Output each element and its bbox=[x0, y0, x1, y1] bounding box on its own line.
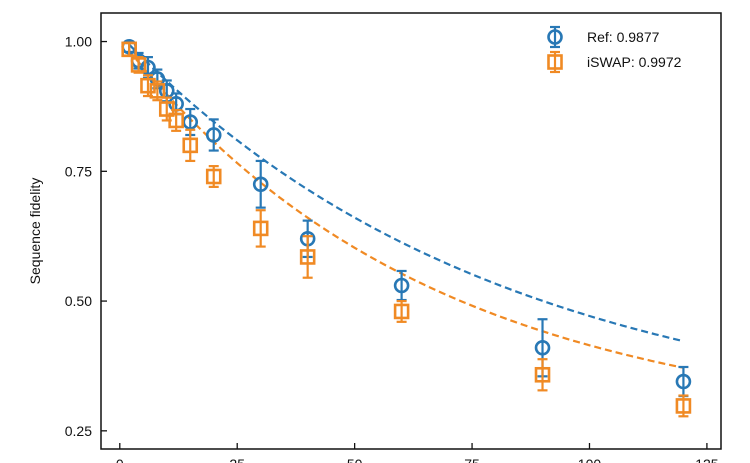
data-point bbox=[252, 176, 269, 193]
plot-area-frame bbox=[100, 12, 722, 450]
y-tick-label: 0.50 bbox=[65, 293, 92, 309]
fit-curve bbox=[128, 43, 684, 343]
data-point bbox=[393, 303, 410, 320]
data-point bbox=[140, 59, 156, 76]
y-axis-label: Sequence fidelity bbox=[27, 178, 43, 285]
data-point bbox=[158, 83, 175, 99]
y-tick-label: 1.00 bbox=[65, 34, 92, 50]
data-point bbox=[140, 77, 156, 94]
y-tick-label: 0.75 bbox=[65, 163, 92, 179]
data-point bbox=[130, 57, 147, 73]
data-point bbox=[149, 83, 166, 99]
fit-curve bbox=[128, 50, 684, 369]
data-point bbox=[534, 339, 551, 356]
data-point bbox=[121, 41, 137, 58]
data-point bbox=[205, 168, 222, 185]
x-tick-label: 25 bbox=[229, 456, 245, 463]
axes: 0.25 0.50 0.75 1.00 0 25 50 75 100 125 bbox=[65, 34, 719, 463]
x-tick-label: 50 bbox=[347, 456, 363, 463]
data-point bbox=[168, 96, 184, 112]
y-tick-label: 0.25 bbox=[65, 423, 92, 439]
x-tick-label: 0 bbox=[116, 456, 124, 463]
series-group bbox=[121, 38, 692, 398]
series-group bbox=[121, 41, 692, 418]
legend-item: Ref: 0.9877 bbox=[547, 25, 660, 49]
data-point bbox=[168, 112, 184, 129]
data-point bbox=[252, 220, 269, 237]
legend-label: Ref: 0.9877 bbox=[587, 29, 660, 45]
data-point bbox=[675, 398, 692, 414]
x-tick-label: 100 bbox=[578, 456, 602, 463]
data-point bbox=[182, 114, 199, 130]
x-tick-label: 75 bbox=[464, 456, 480, 463]
legend-marker bbox=[547, 29, 563, 45]
data-point bbox=[393, 277, 410, 294]
fit-curves bbox=[128, 43, 684, 369]
data-point bbox=[299, 249, 316, 265]
data-point bbox=[182, 137, 199, 154]
legend: Ref: 0.9877 iSWAP: 0.9972 bbox=[547, 25, 682, 74]
legend-item: iSWAP: 0.9972 bbox=[547, 50, 682, 74]
data-point bbox=[205, 127, 222, 143]
data-point bbox=[675, 373, 692, 390]
data-point bbox=[534, 366, 551, 383]
series-markers bbox=[121, 38, 692, 418]
x-tick-label: 125 bbox=[695, 456, 719, 463]
legend-marker bbox=[547, 54, 563, 70]
legend-label: iSWAP: 0.9972 bbox=[587, 54, 682, 70]
